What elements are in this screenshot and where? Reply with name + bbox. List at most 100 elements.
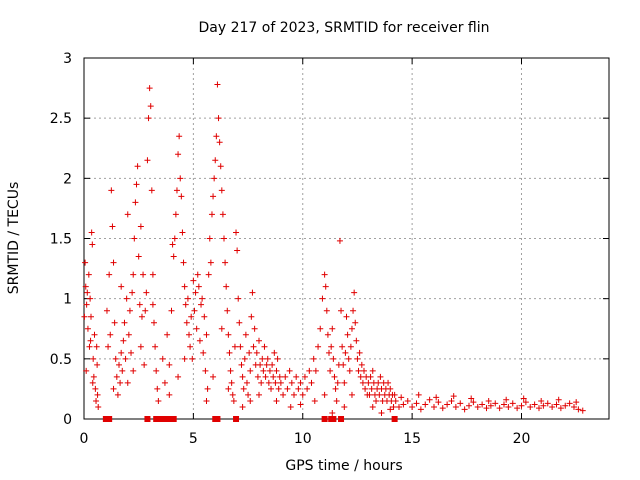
data-point <box>331 373 338 380</box>
data-point <box>346 367 353 374</box>
data-point <box>392 397 399 404</box>
data-point <box>83 367 90 374</box>
data-point <box>330 355 337 362</box>
data-point <box>84 325 91 332</box>
data-point <box>273 367 280 374</box>
data-point <box>230 397 237 404</box>
chart-title: Day 217 of 2023, SRMTID for receiver fli… <box>199 20 490 36</box>
data-point <box>575 406 582 413</box>
data-point <box>132 199 139 206</box>
gap-marker <box>321 416 328 422</box>
data-point <box>503 396 510 403</box>
data-point <box>271 349 278 356</box>
data-point <box>171 235 178 242</box>
data-point <box>321 271 328 278</box>
data-point <box>233 229 240 236</box>
data-point <box>210 373 217 380</box>
data-point <box>304 385 311 392</box>
data-point <box>175 151 182 158</box>
data-point <box>468 395 475 402</box>
data-point <box>347 343 354 350</box>
data-point <box>90 355 97 362</box>
data-point <box>245 391 252 398</box>
data-point <box>288 379 295 386</box>
data-point <box>275 385 282 392</box>
data-point <box>94 391 101 398</box>
data-point <box>280 391 287 398</box>
data-point <box>229 391 236 398</box>
data-point <box>194 271 201 278</box>
data-point <box>191 307 198 314</box>
data-point <box>189 355 196 362</box>
data-point <box>239 373 246 380</box>
data-point <box>321 391 328 398</box>
data-point <box>256 337 262 344</box>
data-point <box>415 391 422 398</box>
data-point <box>154 385 161 392</box>
data-point <box>175 373 182 380</box>
data-point <box>138 313 145 320</box>
data-point <box>82 259 89 266</box>
data-point <box>287 403 294 410</box>
x-tick-label: 0 <box>80 431 89 447</box>
data-point <box>527 403 534 410</box>
y-tick-label: 2.5 <box>50 111 72 127</box>
data-point <box>91 331 98 338</box>
data-point <box>348 391 355 398</box>
data-point <box>217 163 224 170</box>
data-point <box>328 343 335 350</box>
data-point <box>341 379 348 386</box>
data-point <box>161 379 168 386</box>
data-point <box>265 379 272 386</box>
data-point <box>190 277 197 284</box>
data-point <box>306 367 313 374</box>
data-point <box>514 405 521 412</box>
data-point <box>188 313 195 320</box>
data-point <box>120 337 127 344</box>
data-point <box>134 163 141 170</box>
data-point <box>344 331 351 338</box>
data-point <box>236 319 243 326</box>
data-point <box>135 253 142 260</box>
data-point <box>297 379 304 386</box>
data-point <box>166 361 173 368</box>
data-point <box>243 379 250 386</box>
data-point <box>226 349 233 356</box>
data-point <box>448 397 455 404</box>
data-point <box>114 391 121 398</box>
data-point <box>390 403 397 410</box>
data-point <box>269 361 276 368</box>
data-point <box>198 301 205 308</box>
data-point <box>375 379 382 386</box>
data-point <box>553 401 560 408</box>
data-point <box>205 271 212 278</box>
data-point <box>130 367 137 374</box>
data-point <box>272 379 279 386</box>
data-point <box>137 343 144 350</box>
data-point <box>215 115 222 122</box>
data-point <box>123 295 130 302</box>
data-point <box>435 399 442 406</box>
data-point <box>210 193 217 200</box>
data-point <box>240 385 247 392</box>
data-point <box>112 355 119 362</box>
data-point <box>207 259 214 266</box>
data-point <box>251 325 258 332</box>
data-point <box>573 399 580 406</box>
data-point <box>234 247 241 254</box>
gap-marker <box>330 416 337 422</box>
data-point <box>492 400 499 407</box>
data-point <box>218 187 225 194</box>
data-point <box>268 385 275 392</box>
data-point <box>522 399 529 406</box>
data-point <box>117 379 124 386</box>
data-point <box>94 361 101 368</box>
data-point <box>369 367 376 374</box>
data-point <box>105 343 112 350</box>
data-point <box>369 403 376 410</box>
data-point <box>355 367 362 374</box>
data-point <box>466 402 472 409</box>
data-point <box>248 313 255 320</box>
data-point <box>357 373 364 380</box>
data-point <box>106 271 113 278</box>
